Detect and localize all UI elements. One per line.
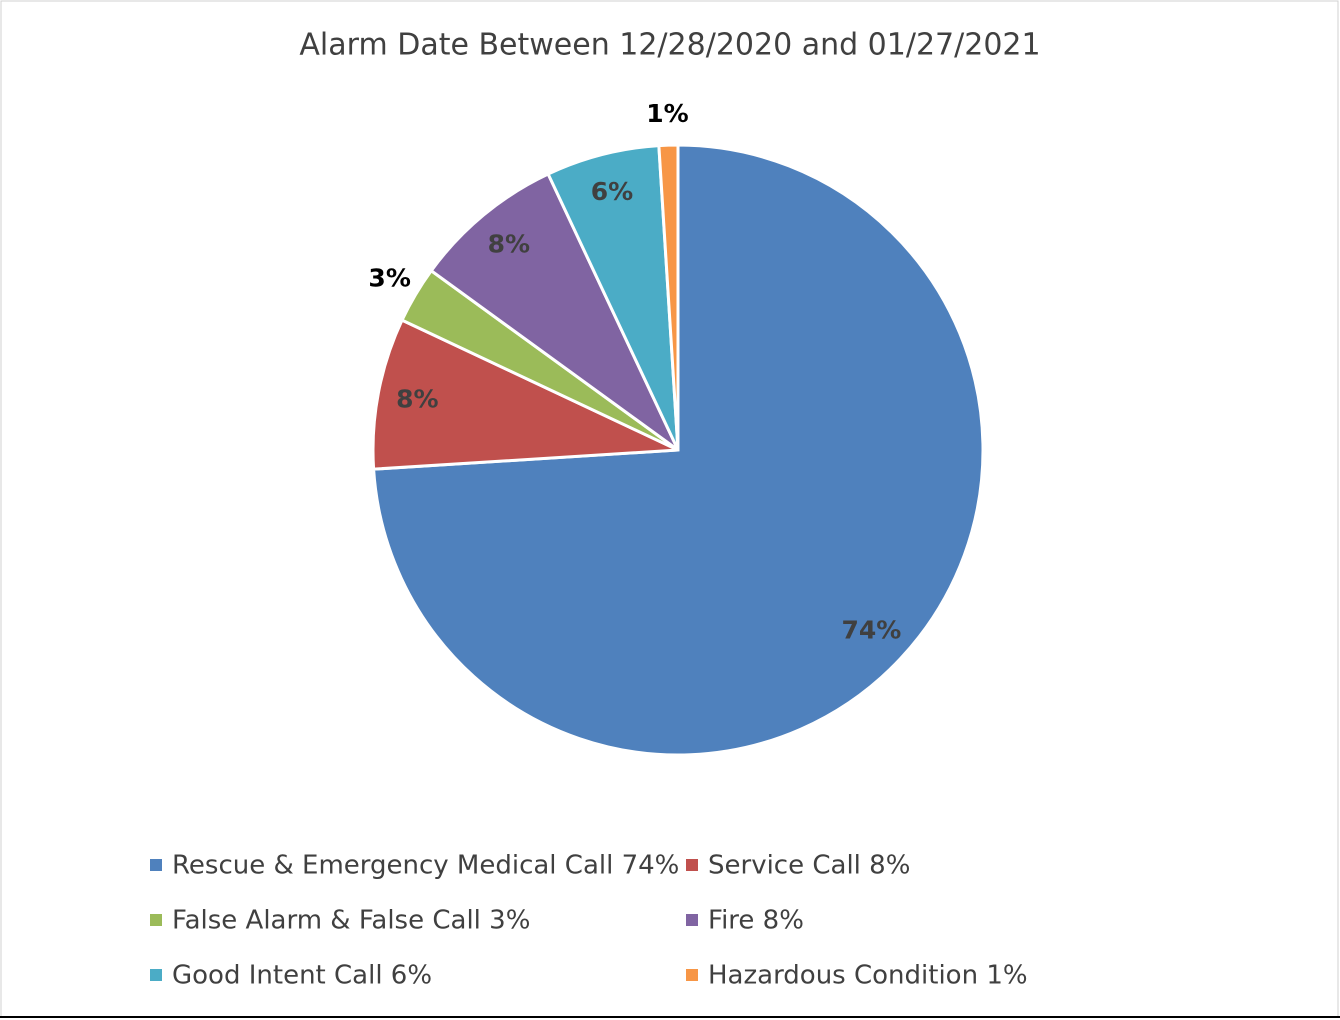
data-label: 8% bbox=[396, 384, 438, 413]
data-label: 74% bbox=[842, 616, 902, 645]
legend-label: Rescue & Emergency Medical Call 74% bbox=[172, 851, 679, 881]
legend-label: Hazardous Condition 1% bbox=[708, 961, 1028, 991]
legend-swatch bbox=[686, 914, 698, 926]
legend-swatch bbox=[686, 859, 698, 871]
legend-swatch bbox=[150, 914, 162, 926]
legend-swatch bbox=[150, 969, 162, 981]
chart-title: Alarm Date Between 12/28/2020 and 01/27/… bbox=[299, 28, 1040, 63]
pie-slice bbox=[657, 143, 680, 451]
pie-slice bbox=[371, 318, 679, 471]
data-label: 6% bbox=[591, 177, 633, 206]
pie-slice bbox=[429, 172, 680, 452]
legend-label: Fire 8% bbox=[708, 906, 804, 936]
data-label: 1% bbox=[646, 99, 688, 128]
legend-label: Service Call 8% bbox=[708, 851, 910, 881]
legend-swatch bbox=[150, 859, 162, 871]
legend-label: Good Intent Call 6% bbox=[172, 961, 432, 991]
legend-label: False Alarm & False Call 3% bbox=[172, 906, 530, 936]
legend-swatch bbox=[686, 969, 698, 981]
data-label: 8% bbox=[488, 230, 530, 259]
data-label: 3% bbox=[368, 263, 410, 292]
